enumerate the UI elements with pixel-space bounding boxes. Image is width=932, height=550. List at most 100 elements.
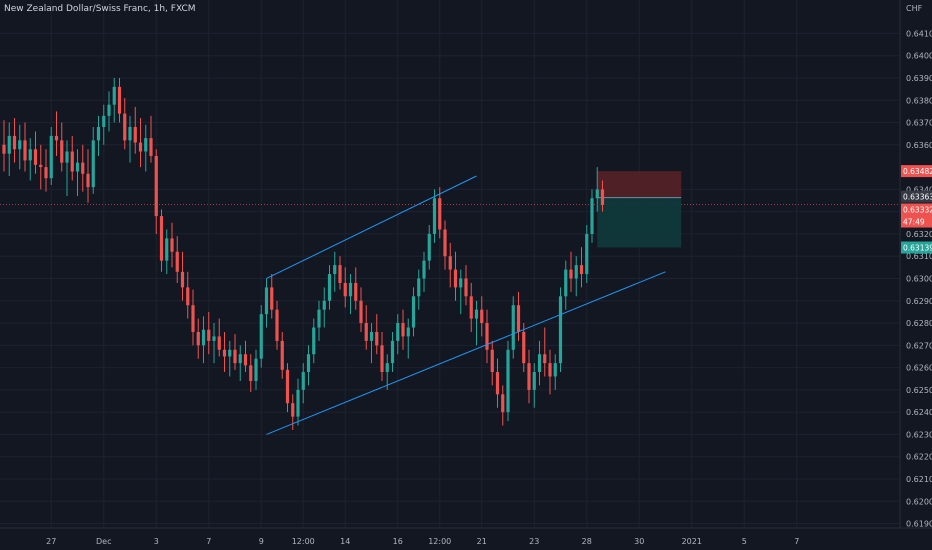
time-tick-label: 2021 [682,537,702,546]
candles [2,77,605,430]
candle-body [390,340,395,364]
last-price-label-bg [901,203,932,216]
candle-body [411,296,416,328]
trendlines[interactable] [266,175,666,435]
trendline [266,271,666,435]
target-price-label-bg [901,241,932,254]
candle-body [238,354,242,364]
time-axis[interactable]: 27 Dec 3 7 9 12:00 14 16 12:00 21 23 28 30 2021 5 7 [0,527,932,546]
candle-body [354,282,358,301]
candle-body [480,309,484,324]
candle-body [91,140,95,188]
candle-body [270,287,274,310]
candle-body [191,305,195,332]
time-tick-label: 12:00 [428,537,451,546]
take-profit-zone [597,197,682,248]
candle-body [186,287,190,306]
entry-price-label: 0.63363 [903,193,932,202]
time-tick-label: 14 [340,537,350,546]
candle-body [438,198,442,230]
entry-price-label-bg [901,190,932,203]
candle-body [33,149,38,165]
time-tick-label: Dec [96,537,111,546]
time-tick-label: 27 [46,537,56,546]
candle-body [317,309,321,328]
candle-body [312,327,316,355]
candle-body [170,238,174,252]
candle-body [548,363,552,377]
candle-body [296,389,300,417]
candle-body [511,305,515,350]
bar-countdown-label-bg [901,215,932,228]
candle-body [359,300,363,324]
candle-body [12,135,17,150]
candle-body [154,155,158,217]
time-tick-label: 9 [259,537,264,546]
candle-body [490,349,494,373]
candle-body [233,349,237,364]
candle-body [86,173,90,188]
candle-body [406,327,410,337]
target-price-label: 0.63139 [903,244,932,253]
symbol-title[interactable]: New Zealand Dollar/Swiss Franc, 1h, FXCM [4,4,196,14]
candle-body [595,189,599,199]
candle-body [348,282,353,297]
candle-body [301,372,305,390]
candle-body [28,149,32,161]
currency-label: CHF [906,4,923,13]
candle-body [401,323,405,337]
time-tick-label: 5 [742,537,747,546]
candle-body [543,354,547,364]
time-tick-label: 3 [154,537,159,546]
candle-body [212,336,216,341]
candle-body [464,278,468,297]
candle-body [396,323,400,341]
candle-body [18,140,22,150]
candle-body [448,256,452,270]
candle-body [180,271,185,288]
time-tick-label: 12:00 [292,537,315,546]
candle-body [564,269,568,297]
candle-body [600,189,605,205]
candle-body [569,269,573,279]
candle-body [343,282,347,297]
candle-body [338,265,342,283]
candle-body [228,349,232,357]
price-labels: 0.63482 0.63363 0.63332 47:49 0.63139 [901,165,932,254]
candle-body [506,349,510,413]
stop-loss-zone [597,171,682,198]
candle-body [217,336,221,350]
candle-body [249,365,253,381]
time-tick-label: 16 [393,537,403,546]
stop-price-label: 0.63482 [903,167,932,176]
candle-body [553,363,557,377]
candle-body [527,363,531,390]
candle-body [222,349,227,357]
position-zones[interactable] [597,171,682,248]
candle-body [60,140,64,163]
time-tick-label: 30 [634,537,644,546]
candle-body [485,323,489,350]
candle-body [123,113,127,141]
candle-body [133,126,137,143]
candle-body [590,198,594,234]
candle-body [522,331,526,364]
candle-body [201,329,206,346]
candle-body [65,151,69,163]
